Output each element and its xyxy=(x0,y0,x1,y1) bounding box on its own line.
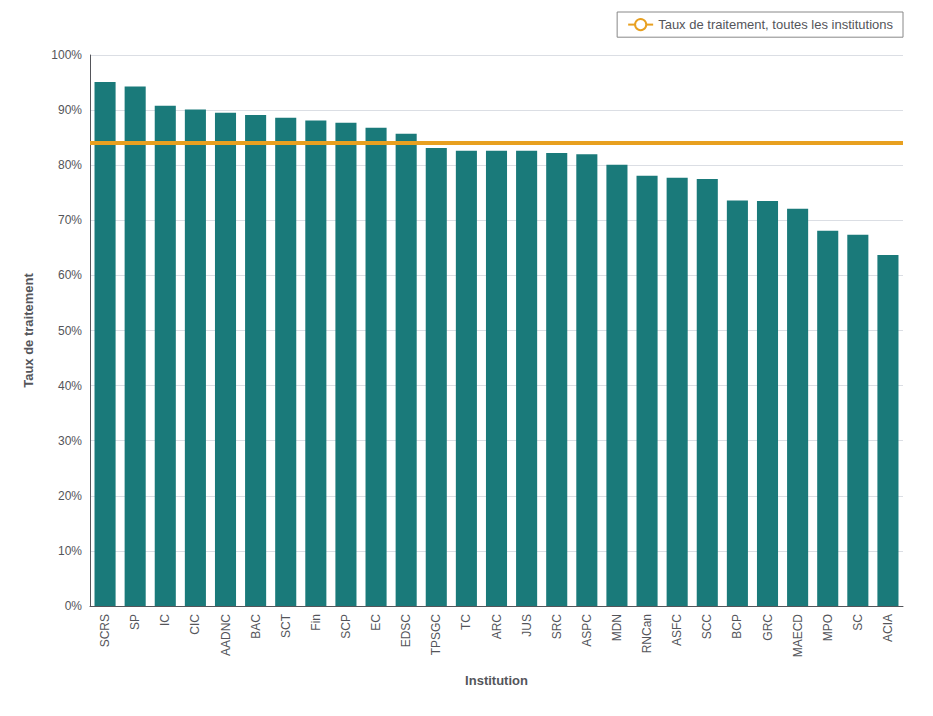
svg-text:SRC: SRC xyxy=(550,614,564,640)
svg-text:Fin: Fin xyxy=(309,614,323,631)
svg-text:MPO: MPO xyxy=(821,614,835,641)
svg-text:AADNC: AADNC xyxy=(219,614,233,656)
svg-text:IC: IC xyxy=(158,614,172,626)
svg-text:90%: 90% xyxy=(58,103,82,117)
svg-text:TPSGC: TPSGC xyxy=(429,614,443,656)
svg-text:SP: SP xyxy=(128,614,142,630)
svg-text:CIC: CIC xyxy=(188,614,202,635)
svg-text:SC: SC xyxy=(851,614,865,631)
svg-text:30%: 30% xyxy=(58,434,82,448)
svg-text:Taux de traitement: Taux de traitement xyxy=(21,273,36,388)
svg-text:100%: 100% xyxy=(51,48,82,62)
svg-text:ASPC: ASPC xyxy=(580,614,594,647)
svg-text:Institution: Institution xyxy=(465,673,528,688)
svg-text:ASFC: ASFC xyxy=(670,614,684,646)
svg-text:SCRS: SCRS xyxy=(98,614,112,647)
svg-text:50%: 50% xyxy=(58,324,82,338)
svg-text:MAECD: MAECD xyxy=(791,614,805,658)
svg-text:80%: 80% xyxy=(58,158,82,172)
svg-text:BAC: BAC xyxy=(249,614,263,639)
svg-text:BCP: BCP xyxy=(730,614,744,639)
svg-text:ARC: ARC xyxy=(490,614,504,640)
svg-text:EC: EC xyxy=(369,614,383,631)
svg-text:MDN: MDN xyxy=(610,614,624,641)
svg-text:GRC: GRC xyxy=(761,614,775,641)
svg-text:RNCan: RNCan xyxy=(640,614,654,653)
svg-text:60%: 60% xyxy=(58,268,82,282)
svg-text:40%: 40% xyxy=(58,379,82,393)
svg-text:0%: 0% xyxy=(65,599,83,613)
svg-text:TC: TC xyxy=(459,614,473,630)
svg-text:Taux de traitement, toutes les: Taux de traitement, toutes les instituti… xyxy=(658,17,893,32)
svg-text:10%: 10% xyxy=(58,544,82,558)
svg-text:ACIA: ACIA xyxy=(881,614,895,642)
svg-text:70%: 70% xyxy=(58,213,82,227)
svg-text:SCP: SCP xyxy=(339,614,353,639)
svg-text:SCT: SCT xyxy=(279,613,293,638)
svg-text:20%: 20% xyxy=(58,489,82,503)
svg-text:JUS: JUS xyxy=(520,614,534,637)
svg-text:SCC: SCC xyxy=(700,614,714,640)
svg-text:EDSC: EDSC xyxy=(399,614,413,648)
